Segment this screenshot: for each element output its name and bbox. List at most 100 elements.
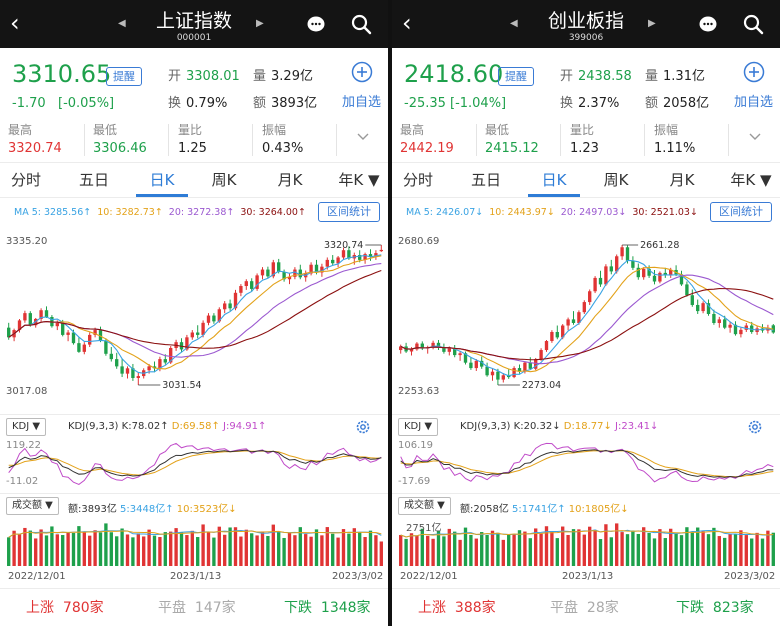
volume-select[interactable]: 成交额 ▼ <box>398 497 451 515</box>
volume-bar <box>233 527 238 566</box>
advancers[interactable]: 上涨 388家 <box>418 597 496 617</box>
tab-monthly-k[interactable]: 月K <box>669 171 695 189</box>
stat-value: 3320.74 <box>8 141 62 156</box>
next-stock-icon[interactable]: ▶ <box>648 18 656 29</box>
open-label: 开 <box>560 69 574 84</box>
tab-weekly-k[interactable]: 周K <box>603 171 629 189</box>
volume-bar <box>325 527 329 566</box>
next-stock-icon[interactable]: ▶ <box>256 18 264 29</box>
candle-body <box>474 360 478 369</box>
date-mid: 2023/1/13 <box>562 571 614 582</box>
candle-body <box>609 266 613 272</box>
candle-body <box>712 313 716 323</box>
search-icon[interactable] <box>350 13 372 35</box>
volume-ma5: 5:3448亿↑ <box>120 504 174 515</box>
tab-five-day[interactable]: 五日 <box>470 171 501 189</box>
range-stats-button[interactable]: 区间统计 <box>318 202 380 222</box>
candle-body <box>298 269 302 278</box>
stat-label: 量比 <box>178 123 203 137</box>
remind-button[interactable]: 提醒 <box>106 67 142 86</box>
candle-body <box>55 322 59 327</box>
tab-yearly-k[interactable]: 年K ▼ <box>330 163 388 197</box>
tab-daily-k[interactable]: 日K <box>541 171 567 189</box>
gear-icon[interactable] <box>746 418 764 436</box>
tab-yearly-k[interactable]: 年K ▼ <box>722 163 780 197</box>
chevron-down-icon[interactable] <box>748 130 762 144</box>
volume-bar <box>544 526 549 566</box>
volume-bar <box>399 534 403 566</box>
candle-body <box>701 303 705 312</box>
tab-weekly-k[interactable]: 周K <box>211 171 237 189</box>
tab-intraday[interactable]: 分时 <box>10 171 41 189</box>
volume-bar <box>463 527 468 566</box>
add-watchlist-icon[interactable] <box>351 61 373 83</box>
message-icon[interactable] <box>306 14 326 34</box>
volume-bar <box>442 536 446 566</box>
search-icon[interactable] <box>742 13 764 35</box>
candle-body <box>201 322 205 335</box>
advancers[interactable]: 上涨 780家 <box>26 597 104 617</box>
candle-body <box>196 332 200 335</box>
range-stats-button[interactable]: 区间统计 <box>710 202 772 222</box>
ma30-line <box>8 269 382 349</box>
volume-bar <box>28 530 32 566</box>
dropdown-arrow-icon: ▼ <box>29 421 41 432</box>
volume-bar <box>93 530 97 566</box>
volume-ma10: 10:1805亿↓ <box>568 504 629 515</box>
volume-amount: 额:3893亿 <box>68 504 117 515</box>
volume-bar <box>239 536 243 566</box>
candle-body <box>442 347 446 352</box>
volume-bar <box>766 530 770 566</box>
ma20-label: 20: 3272.38↑ <box>168 207 235 218</box>
prev-stock-icon[interactable]: ◀ <box>510 18 518 29</box>
volume-bar <box>271 524 275 566</box>
candle-body <box>679 274 684 285</box>
tab-monthly-k[interactable]: 月K <box>277 171 303 189</box>
decliners[interactable]: 下跌 1348家 <box>284 597 371 617</box>
prev-stock-icon[interactable]: ◀ <box>118 18 126 29</box>
volume-bar <box>539 533 543 566</box>
candlestick-chart[interactable]: 3320.74 3031.54 <box>0 224 388 410</box>
ma5-label: MA 5: 3285.56↑ <box>14 207 92 218</box>
pane-divider <box>388 0 392 626</box>
candle-body <box>577 312 581 323</box>
decliners[interactable]: 下跌 823家 <box>676 597 754 617</box>
kdj-top-label: 106.19 <box>398 440 433 451</box>
indicator-select[interactable]: KDJ ▼ <box>398 418 439 436</box>
unchanged[interactable]: 平盘 28家 <box>550 597 619 617</box>
back-arrow-icon[interactable]: ‹ <box>10 9 20 37</box>
gear-icon[interactable] <box>354 418 372 436</box>
turnover-value: 0.79% <box>186 96 228 111</box>
active-tab-indicator <box>136 194 188 197</box>
back-arrow-icon[interactable]: ‹ <box>402 9 412 37</box>
indicator-select[interactable]: KDJ ▼ <box>6 418 47 436</box>
candlestick-chart[interactable]: 2661.28 2273.04 <box>392 224 780 410</box>
volume-ma5: 5:1741亿↑ <box>512 504 566 515</box>
stock-title: 创业板指 <box>547 10 624 32</box>
remind-button[interactable]: 提醒 <box>498 67 534 86</box>
candle-body <box>255 275 259 289</box>
tab-daily-k[interactable]: 日K <box>149 171 175 189</box>
add-watchlist-label[interactable]: 加自选 <box>342 95 382 110</box>
volume-bar <box>379 541 383 566</box>
volume-bar <box>620 532 624 566</box>
volume-bar <box>706 534 711 566</box>
volume-bar <box>631 530 635 566</box>
tab-five-day[interactable]: 五日 <box>78 171 109 189</box>
add-watchlist-icon[interactable] <box>743 61 765 83</box>
add-watchlist-label[interactable]: 加自选 <box>734 95 774 110</box>
message-icon[interactable] <box>698 14 718 34</box>
candle-body <box>120 366 124 374</box>
chevron-down-icon[interactable] <box>356 130 370 144</box>
volume-bar <box>169 531 173 566</box>
candle-body <box>415 343 419 350</box>
volume-select[interactable]: 成交额 ▼ <box>6 497 59 515</box>
candle-body <box>309 264 313 274</box>
stat-value: 1.11% <box>654 141 696 156</box>
unchanged[interactable]: 平盘 147家 <box>158 597 236 617</box>
ma-legend: MA 5: 3285.56↑ 10: 3282.73↑ 20: 3272.38↑ 30… <box>14 207 312 218</box>
volume-bar <box>39 529 43 566</box>
volume-bar <box>109 532 113 566</box>
dropdown-arrow-icon: ▼ <box>363 171 380 189</box>
tab-intraday[interactable]: 分时 <box>402 171 433 189</box>
